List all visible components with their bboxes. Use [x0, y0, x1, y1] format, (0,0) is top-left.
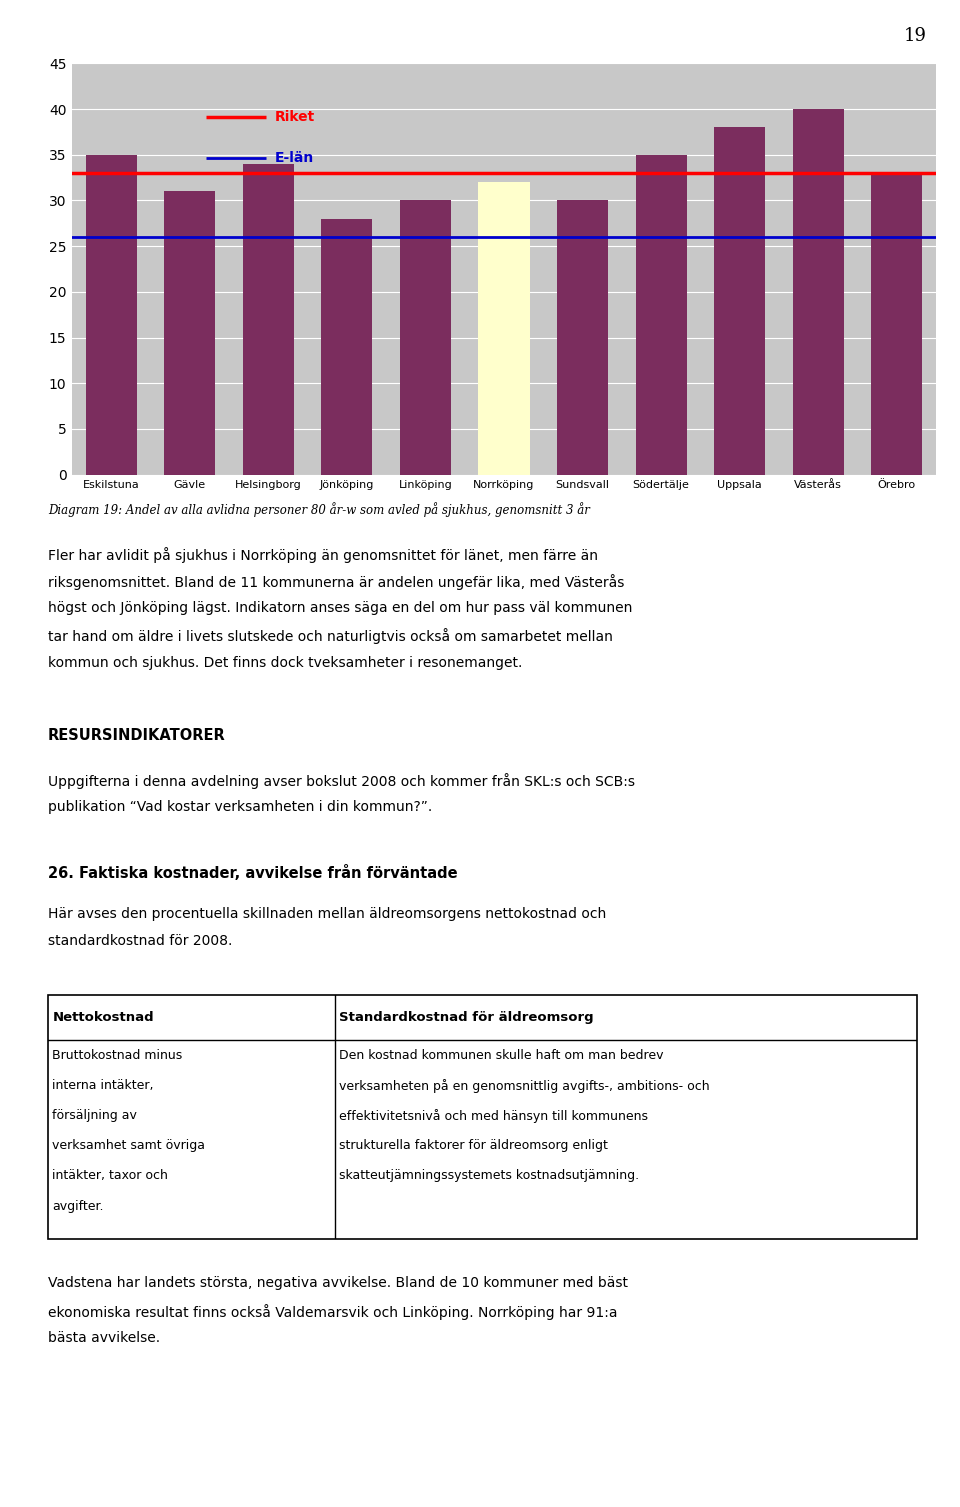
Text: kommun och sjukhus. Det finns dock tveksamheter i resonemanget.: kommun och sjukhus. Det finns dock tveks… [48, 656, 522, 669]
Text: Den kostnad kommunen skulle haft om man bedrev: Den kostnad kommunen skulle haft om man … [339, 1049, 663, 1062]
Text: Bruttokostnad minus: Bruttokostnad minus [53, 1049, 182, 1062]
Bar [793, 109, 844, 475]
Text: Vadstena har landets största, negativa avvikelse. Bland de 10 kommuner med bäst: Vadstena har landets största, negativa a… [48, 1276, 628, 1290]
Bar [164, 191, 215, 475]
Bar [400, 200, 451, 475]
Text: högst och Jönköping lägst. Indikatorn anses säga en del om hur pass väl kommunen: högst och Jönköping lägst. Indikatorn an… [48, 601, 633, 615]
Text: effektivitetsnivå och med hänsyn till kommunens: effektivitetsnivå och med hänsyn till ko… [339, 1109, 648, 1123]
Text: publikation “Vad kostar verksamheten i din kommun?”.: publikation “Vad kostar verksamheten i d… [48, 800, 432, 814]
Text: ekonomiska resultat finns också Valdemarsvik och Linköping. Norrköping har 91:a: ekonomiska resultat finns också Valdemar… [48, 1304, 617, 1320]
Text: verksamhet samt övriga: verksamhet samt övriga [53, 1139, 205, 1153]
Text: E-län: E-län [276, 151, 314, 164]
Bar [478, 182, 530, 475]
Text: skatteutjämningssystemets kostnadsutjämning.: skatteutjämningssystemets kostnadsutjämn… [339, 1169, 639, 1183]
Bar [714, 127, 765, 475]
Text: Diagram 19: Andel av alla avlidna personer 80 år-w som avled på sjukhus, genomsn: Diagram 19: Andel av alla avlidna person… [48, 502, 589, 517]
Text: Riket: Riket [276, 110, 315, 124]
Bar [85, 155, 137, 475]
Text: RESURSINDIKATORER: RESURSINDIKATORER [48, 728, 226, 743]
Text: verksamheten på en genomsnittlig avgifts-, ambitions- och: verksamheten på en genomsnittlig avgifts… [339, 1079, 709, 1093]
Text: bästa avvikelse.: bästa avvikelse. [48, 1331, 160, 1344]
Text: försäljning av: försäljning av [53, 1109, 137, 1123]
Bar [557, 200, 608, 475]
Text: avgifter.: avgifter. [53, 1200, 104, 1213]
Text: Fler har avlidit på sjukhus i Norrköping än genomsnittet för länet, men färre än: Fler har avlidit på sjukhus i Norrköping… [48, 547, 598, 564]
Text: standardkostnad för 2008.: standardkostnad för 2008. [48, 934, 232, 948]
Text: interna intäkter,: interna intäkter, [53, 1079, 154, 1093]
Bar [636, 155, 686, 475]
Bar [243, 164, 294, 475]
Text: tar hand om äldre i livets slutskede och naturligtvis också om samarbetet mellan: tar hand om äldre i livets slutskede och… [48, 628, 612, 645]
Text: 19: 19 [903, 27, 926, 45]
Text: strukturella faktorer för äldreomsorg enligt: strukturella faktorer för äldreomsorg en… [339, 1139, 608, 1153]
Text: intäkter, taxor och: intäkter, taxor och [53, 1169, 168, 1183]
Bar [322, 219, 372, 475]
Text: Uppgifterna i denna avdelning avser bokslut 2008 och kommer från SKL:s och SCB:s: Uppgifterna i denna avdelning avser boks… [48, 773, 635, 790]
Text: riksgenomsnittet. Bland de 11 kommunerna är andelen ungefär lika, med Västerås: riksgenomsnittet. Bland de 11 kommunerna… [48, 574, 624, 591]
Text: Nettokostnad: Nettokostnad [53, 1011, 154, 1023]
Text: Standardkostnad för äldreomsorg: Standardkostnad för äldreomsorg [339, 1011, 593, 1023]
Bar [872, 173, 923, 475]
Text: 26. Faktiska kostnader, avvikelse från förväntade: 26. Faktiska kostnader, avvikelse från f… [48, 865, 458, 882]
Text: Här avses den procentuella skillnaden mellan äldreomsorgens nettokostnad och: Här avses den procentuella skillnaden me… [48, 907, 607, 921]
